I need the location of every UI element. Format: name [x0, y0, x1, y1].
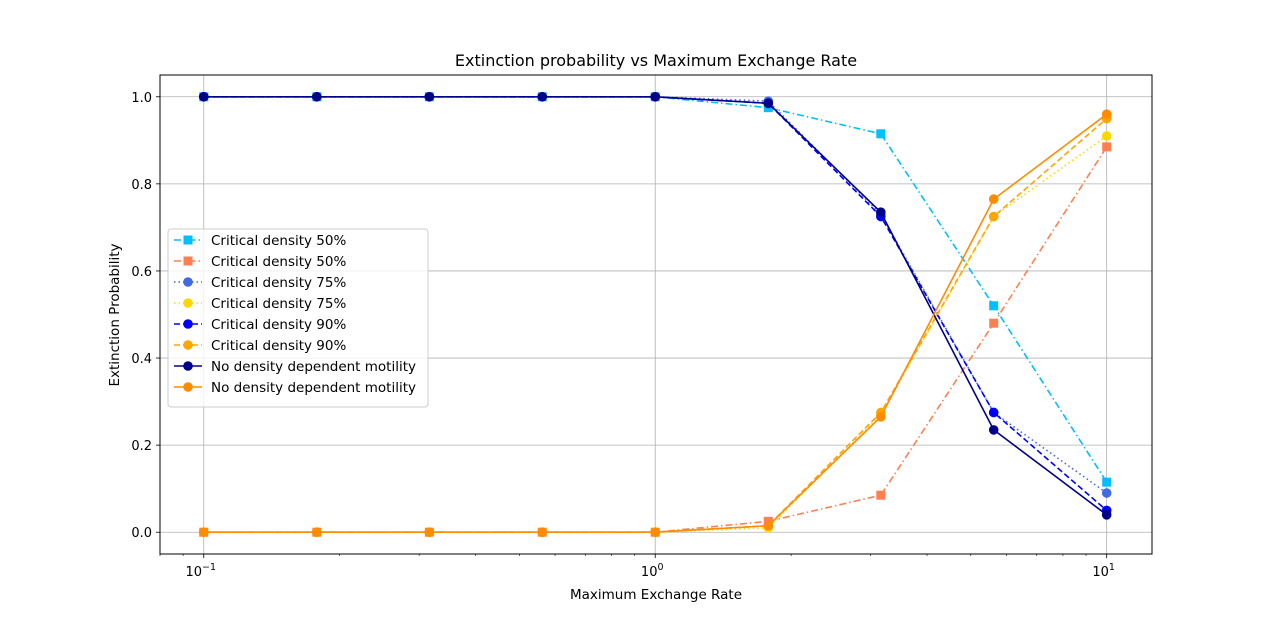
x-tick-label: 10−1 [185, 562, 216, 580]
legend-label: Critical density 75% [211, 296, 346, 312]
data-point [312, 91, 322, 102]
series-7 [198, 91, 1112, 520]
legend-entry: No density dependent motility [174, 359, 416, 375]
x-axis-title: Maximum Exchange Rate [570, 587, 742, 603]
data-point [1101, 109, 1112, 119]
legend-entry: No density dependent motility [174, 380, 416, 396]
data-point [876, 490, 886, 500]
legend-entry: Critical density 75% [174, 275, 346, 291]
legend-entry: Critical density 90% [174, 338, 346, 354]
data-point [537, 527, 548, 538]
data-point [650, 527, 661, 538]
data-point [876, 207, 886, 217]
legend-marker [183, 319, 193, 329]
legend-entry: Critical density 75% [174, 296, 346, 312]
legend-entry: Critical density 50% [174, 233, 346, 249]
y-tick-label: 0.4 [131, 352, 152, 367]
data-point [876, 412, 886, 422]
legend-box [167, 228, 429, 408]
legend-label: No density dependent motility [211, 359, 416, 375]
legend-marker [183, 382, 193, 392]
legend-entry: Critical density 50% [174, 254, 346, 270]
axis-ticks: 10−1 100 101 0.0 0.2 0.4 0.6 0.8 1.0 [131, 91, 1115, 580]
legend-label: Critical density 75% [211, 275, 346, 291]
x-tick-label: 101 [1092, 562, 1115, 580]
legend-label: No density dependent motility [211, 380, 416, 396]
legend-label: Critical density 50% [211, 233, 346, 249]
legend-marker [183, 235, 193, 245]
legend-marker [183, 298, 193, 308]
data-point [198, 527, 209, 538]
legend-marker [183, 361, 193, 371]
data-point [424, 91, 435, 102]
data-point [988, 211, 999, 222]
data-series [198, 91, 1112, 538]
data-point [988, 194, 999, 204]
data-point [1102, 477, 1112, 487]
y-tick-label: 0.8 [131, 178, 152, 193]
data-point [1102, 142, 1112, 152]
y-tick-label: 0.0 [131, 526, 152, 541]
data-point [763, 520, 774, 531]
data-point [763, 98, 774, 109]
data-point [650, 91, 661, 102]
data-point [312, 527, 322, 538]
legend: Critical density 50% Critical density 50%… [167, 228, 429, 408]
y-tick-label: 0.6 [131, 265, 152, 280]
legend-label: Critical density 90% [211, 317, 346, 333]
data-point [537, 91, 548, 102]
data-point [876, 129, 886, 139]
legend-label: Critical density 50% [211, 254, 346, 270]
legend-marker [183, 277, 193, 287]
legend-marker [183, 340, 193, 350]
y-tick-label: 1.0 [131, 91, 152, 106]
data-point [989, 301, 999, 311]
data-point [1101, 510, 1112, 520]
data-point [1101, 131, 1112, 141]
legend-label: Critical density 90% [211, 338, 346, 354]
y-axis-title: Extinction Probability [107, 243, 123, 386]
chart-title: Extinction probability vs Maximum Exchan… [455, 51, 857, 70]
data-point [1101, 488, 1112, 498]
legend-marker [183, 256, 193, 266]
data-point [988, 425, 999, 435]
data-point [989, 318, 999, 328]
data-point [424, 527, 435, 538]
series-8 [198, 109, 1112, 538]
plot-frame [159, 74, 1153, 555]
data-point [988, 407, 999, 418]
x-tick-label: 100 [641, 562, 664, 580]
data-point [198, 91, 209, 102]
legend-entry: Critical density 90% [174, 317, 346, 333]
y-tick-label: 0.2 [131, 439, 152, 454]
